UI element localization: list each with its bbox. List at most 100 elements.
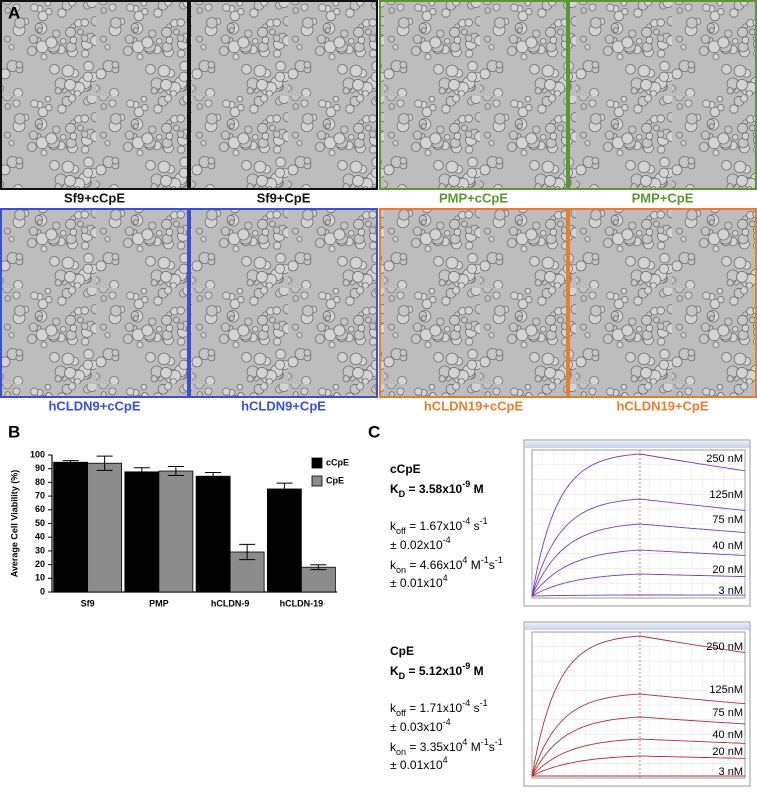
kinetics-segment: M (470, 664, 483, 678)
kinetics-segment: -4 (443, 535, 451, 545)
kinetics-segment: CpE (390, 644, 414, 658)
kinetics-segment: on (396, 747, 406, 757)
kinetics-segment: = 5.12x10 (405, 664, 462, 678)
plot-header (525, 623, 749, 630)
kinetics-segment: -9 (462, 479, 470, 489)
kinetics-segment: 4 (443, 755, 448, 765)
error-bar (62, 460, 79, 465)
micrograph (379, 0, 568, 190)
micrograph-label: hCLDN19+CpE (616, 398, 708, 413)
y-tick-label: 30 (35, 545, 45, 555)
y-axis-label: Average Cell Viability (%) (9, 470, 19, 578)
kinetics-segment: M (467, 740, 480, 754)
sensorgram-curve (531, 549, 746, 597)
kinetics-segment: s (470, 701, 479, 715)
sensorgram-curve (531, 573, 746, 597)
bar (53, 461, 89, 593)
sensorgram-curve (531, 693, 746, 777)
error-bar (310, 564, 327, 571)
kinetics-segment: = 1.67x10 (406, 519, 463, 533)
kinetics-segment: = 1.71x10 (406, 701, 463, 715)
micrograph-label: hCLDN9+CpE (241, 398, 326, 413)
concentration-label: 3 nM (719, 766, 743, 778)
y-tick-label: 90 (35, 463, 45, 473)
micrograph-label: Sf9+CpE (257, 190, 311, 205)
sensorgram-curve (531, 523, 746, 597)
kinetics-text: kon = 3.35x104 M-1s-1 (390, 737, 503, 757)
concentration-label: 20 nM (712, 746, 743, 758)
micrograph-label: hCLDN19+cCpE (424, 398, 524, 413)
kinetics-text: ± 0.01x104 (390, 755, 448, 772)
kinetics-segment: -9 (462, 661, 470, 671)
kinetics-segment: off (396, 526, 406, 536)
kinetics-segment: ± 0.03x10 (390, 720, 443, 734)
plot-frame (523, 621, 751, 787)
y-tick-label: 40 (35, 532, 45, 542)
kinetics-segment: D (399, 489, 406, 499)
plot-frame (523, 439, 751, 607)
concentration-label: 3 nM (719, 585, 743, 597)
kinetics-text: cCpE (390, 462, 421, 476)
kinetics-segment: -1 (481, 737, 489, 747)
kinetics-segment: ± 0.01x10 (390, 576, 443, 590)
sensorgram-curve (531, 635, 746, 777)
y-tick-label: 10 (35, 573, 45, 583)
concentration-label: 20 nM (712, 564, 743, 576)
kinetics-segment: -1 (480, 516, 488, 526)
x-tick-label: hCLDN-19 (280, 598, 324, 608)
kinetics-text: CpE (390, 644, 414, 658)
legend-label: cCpE (326, 457, 349, 467)
sensorgram-curve (531, 594, 745, 597)
kinetics-text: KD = 5.12x10-9 M (390, 661, 484, 681)
kinetics-text: ± 0.02x10-4 (390, 535, 451, 552)
plot-area (531, 449, 746, 599)
concentration-label: 40 nM (712, 729, 743, 741)
micrograph (0, 0, 189, 190)
y-tick-label: 80 (35, 477, 45, 487)
x-tick-label: PMP (149, 598, 169, 608)
legend-swatch (311, 457, 323, 469)
kinetics-segment: = 4.66x10 (406, 558, 463, 572)
kinetics-segment: = 3.35x10 (406, 740, 463, 754)
kinetics-text: kon = 4.66x104 M-1s-1 (390, 555, 503, 575)
micrograph-label: hCLDN9+cCpE (48, 398, 140, 413)
concentration-label: 75 nM (712, 707, 743, 719)
bar (266, 488, 302, 593)
error-bar (96, 455, 113, 471)
concentration-label: 75 nM (712, 514, 743, 526)
kinetics-segment: -1 (481, 555, 489, 565)
kinetics-segment: 4 (443, 573, 448, 583)
y-tick-label: 100 (30, 449, 45, 459)
concentration-label: 250 nM (706, 453, 743, 465)
kinetics-segment: -1 (480, 698, 488, 708)
x-tick-label: Sf9 (81, 598, 95, 608)
concentration-label: 125nM (709, 489, 743, 501)
kinetics-segment: -4 (443, 717, 451, 727)
bar (124, 471, 160, 593)
plot-header (525, 441, 749, 448)
kinetics-segment: ± 0.02x10 (390, 538, 443, 552)
error-bar (205, 472, 222, 481)
kinetics-segment: D (399, 671, 406, 681)
kinetics-segment: M (467, 558, 480, 572)
kinetics-text: koff = 1.71x10-4 s-1 (390, 698, 488, 718)
legend-label: CpE (326, 475, 344, 485)
plot-area (531, 631, 746, 779)
bar (158, 470, 194, 593)
kinetics-segment: -4 (462, 516, 470, 526)
kinetics-segment: ± 0.01x10 (390, 758, 443, 772)
sensorgram-curve (531, 453, 746, 597)
bar (87, 462, 123, 593)
kinetics-segment: s (489, 558, 495, 572)
kinetics-segment: K (390, 482, 399, 496)
concentration-label: 40 nM (712, 540, 743, 552)
kinetics-segment: s (489, 740, 495, 754)
error-bar (167, 466, 184, 477)
kinetics-segment: -4 (462, 698, 470, 708)
kinetics-segment: 4 (462, 737, 467, 747)
sensorgram-curve (531, 738, 746, 777)
panel-label: B (8, 422, 20, 441)
kinetics-segment: M (470, 482, 483, 496)
sensorgram-curve (531, 755, 746, 777)
y-tick-label: 70 (35, 490, 45, 500)
